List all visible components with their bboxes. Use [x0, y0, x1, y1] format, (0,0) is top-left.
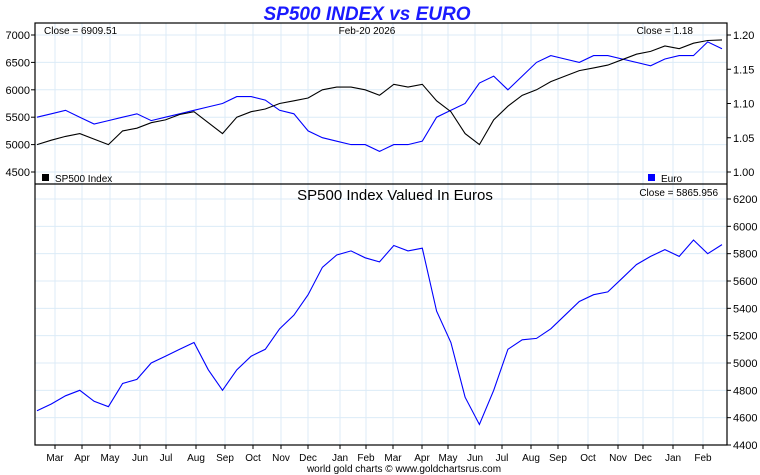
- footer-credit: world gold charts © www.goldchartsrus.co…: [306, 464, 501, 475]
- x-tick-label: Aug: [522, 453, 540, 464]
- x-tick-label: Jan: [332, 453, 348, 464]
- grid: [35, 23, 727, 446]
- x-tick-label: Mar: [384, 453, 402, 464]
- x-tick-label: Oct: [245, 453, 261, 464]
- sp500-in-euros-line: [36, 239, 723, 426]
- y-tick-label-left: 5500: [6, 112, 30, 124]
- x-tick-label: Jan: [665, 453, 681, 464]
- y-tick-label-right: 6000: [733, 221, 757, 233]
- y-tick-label-right: 1.00: [733, 167, 754, 179]
- legend-sp500: SP500 Index: [55, 174, 112, 185]
- x-tick-label: Nov: [609, 453, 627, 464]
- x-tick-label: Feb: [357, 453, 375, 464]
- x-tick-label: May: [101, 453, 120, 464]
- bottom-panel-title: SP500 Index Valued In Euros: [297, 187, 493, 204]
- legend-euro: Euro: [661, 174, 683, 185]
- y-tick-label-right: 1.10: [733, 99, 754, 111]
- x-tick-label: Dec: [634, 453, 652, 464]
- x-tick-label: Jun: [132, 453, 148, 464]
- y-tick-label-right: 4800: [733, 385, 757, 397]
- plot-frame: [34, 22, 728, 446]
- sp500-close-label: Close = 6909.51: [44, 26, 118, 37]
- y-tick-label-left: 5000: [6, 140, 30, 152]
- x-tick-label: Mar: [46, 453, 64, 464]
- y-tick-label-right: 5200: [733, 331, 757, 343]
- y-tick-label-right: 4600: [733, 413, 757, 425]
- series-lines: [36, 39, 723, 426]
- x-tick-label: Jun: [467, 453, 483, 464]
- x-tick-label: Aug: [187, 453, 205, 464]
- legend-swatch-sp500: [42, 174, 49, 181]
- y-tick-label-right: 5600: [733, 276, 757, 288]
- x-tick-label: May: [439, 453, 458, 464]
- y-tick-label-right: 4400: [733, 440, 757, 452]
- y-tick-label-right: 1.20: [733, 30, 754, 42]
- y-tick-label-right: 5400: [733, 303, 757, 315]
- x-tick-label: Apr: [414, 453, 430, 464]
- x-tick-label: Apr: [74, 453, 90, 464]
- y-tick-label-left: 4500: [6, 167, 30, 179]
- x-tick-label: Sep: [549, 453, 567, 464]
- axis-ticks: Mar Apr May Jun Jul Aug Sep Oct Nov Dec Jan Feb Mar A…: [6, 30, 758, 464]
- y-tick-label-left: 7000: [6, 30, 30, 42]
- chart-title: SP500 INDEX vs EURO: [264, 4, 471, 25]
- x-tick-label: Jul: [160, 453, 173, 464]
- legend-swatch-euro: [648, 174, 655, 181]
- y-tick-label-right: 5000: [733, 358, 757, 370]
- x-tick-label: Feb: [694, 453, 712, 464]
- euro-close-label: Close = 1.18: [637, 26, 694, 37]
- y-tick-label-right: 6200: [733, 194, 757, 206]
- x-tick-label: Nov: [272, 453, 290, 464]
- euro-line: [36, 41, 723, 153]
- y-tick-label-right: 1.05: [733, 133, 754, 145]
- sp500-line: [36, 39, 723, 146]
- y-tick-label-right: 1.15: [733, 64, 754, 76]
- x-tick-label: Sep: [216, 453, 234, 464]
- y-tick-label-right: 5800: [733, 249, 757, 261]
- x-tick-label: Jul: [496, 453, 509, 464]
- y-tick-label-left: 6000: [6, 85, 30, 97]
- date-label: Feb-20 2026: [339, 26, 396, 37]
- y-tick-label-left: 6500: [6, 57, 30, 69]
- x-tick-label: Oct: [580, 453, 596, 464]
- x-tick-label: Dec: [299, 453, 317, 464]
- bottom-close-label: Close = 5865.956: [639, 188, 718, 199]
